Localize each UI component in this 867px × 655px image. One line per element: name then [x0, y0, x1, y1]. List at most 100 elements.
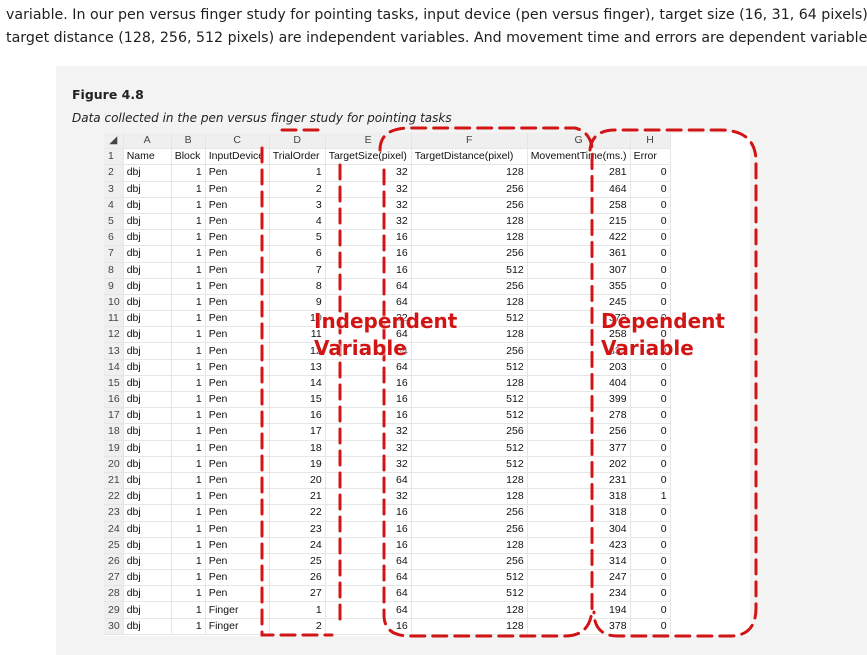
- table-row: 6 dbj 1 Pen 5 16 128 422 0: [104, 229, 671, 247]
- table-cell: 234: [527, 585, 631, 603]
- table-cell: 423: [527, 537, 631, 554]
- row-number: 6: [104, 229, 124, 247]
- row-number: 9: [104, 278, 124, 295]
- table-cell: dbj: [123, 407, 172, 425]
- column-letter: D: [269, 133, 326, 150]
- table-cell: 377: [527, 440, 631, 457]
- table-cell: 1: [171, 553, 206, 571]
- table-cell: 64: [325, 601, 412, 619]
- row-number: 25: [104, 537, 124, 554]
- table-cell: 256: [411, 423, 528, 441]
- table-cell: 27: [269, 585, 326, 603]
- header-cell: MovementTime(ms.): [527, 148, 631, 166]
- corner-cell: ◢: [104, 133, 124, 150]
- table-cell: 307: [527, 262, 631, 279]
- table-cell: 16: [325, 504, 412, 522]
- table-row: 25 dbj 1 Pen 24 16 128 423 0: [104, 537, 671, 554]
- table-cell: 1: [171, 359, 206, 376]
- table-cell: 1: [269, 164, 326, 182]
- table-row: 14 dbj 1 Pen 13 64 512 203 0: [104, 359, 671, 376]
- row-number: 3: [104, 181, 124, 198]
- table-cell: 128: [411, 213, 528, 231]
- table-cell: 256: [411, 342, 528, 360]
- table-cell: Pen: [205, 310, 270, 328]
- table-cell: 318: [527, 488, 631, 506]
- row-number: 2: [104, 164, 124, 182]
- table-cell: Pen: [205, 213, 270, 231]
- table-cell: 8: [269, 278, 326, 295]
- table-cell: Pen: [205, 278, 270, 295]
- table-cell: 0: [630, 601, 671, 619]
- table-cell: 1: [171, 569, 206, 587]
- table-cell: 1: [171, 294, 206, 312]
- table-cell: 422: [527, 229, 631, 247]
- table-cell: dbj: [123, 553, 172, 571]
- table-cell: 0: [630, 504, 671, 522]
- table-cell: 0: [630, 569, 671, 587]
- table-cell: 16: [325, 245, 412, 263]
- table-cell: 314: [527, 553, 631, 571]
- table-cell: Pen: [205, 456, 270, 473]
- table-cell: 0: [630, 359, 671, 376]
- table-cell: 26: [269, 569, 326, 587]
- table-cell: 0: [630, 391, 671, 409]
- table-cell: 21: [269, 488, 326, 506]
- table-cell: 281: [527, 164, 631, 182]
- table-cell: 512: [411, 440, 528, 457]
- row-number: 17: [104, 407, 124, 425]
- table-cell: Pen: [205, 585, 270, 603]
- table-cell: dbj: [123, 213, 172, 231]
- table-cell: 1: [171, 423, 206, 441]
- table-row: 5 dbj 1 Pen 4 32 128 215 0: [104, 213, 671, 231]
- table-cell: dbj: [123, 245, 172, 263]
- table-cell: 1: [171, 181, 206, 198]
- table-cell: 202: [527, 456, 631, 473]
- table-cell: 1: [171, 262, 206, 279]
- dependent-label-line1: Dependent: [601, 309, 725, 333]
- table-row: 28 dbj 1 Pen 27 64 512 234 0: [104, 585, 671, 603]
- table-cell: 1: [171, 504, 206, 522]
- table-cell: 512: [411, 262, 528, 279]
- row-number: 18: [104, 423, 124, 441]
- table-row: 2 dbj 1 Pen 1 32 128 281 0: [104, 164, 671, 182]
- table-cell: 16: [325, 229, 412, 247]
- table-cell: 16: [325, 391, 412, 409]
- table-row: 19 dbj 1 Pen 18 32 512 377 0: [104, 440, 671, 457]
- row-number: 19: [104, 440, 124, 457]
- table-cell: dbj: [123, 294, 172, 312]
- table-cell: dbj: [123, 342, 172, 360]
- table-cell: 128: [411, 601, 528, 619]
- table-cell: 247: [527, 569, 631, 587]
- header-cell: TrialOrder: [269, 148, 326, 166]
- body-paragraph: variable. In our pen versus finger study…: [6, 4, 867, 50]
- table-cell: 32: [325, 213, 412, 231]
- table-cell: 0: [630, 618, 671, 635]
- table-cell: 1: [171, 245, 206, 263]
- header-cell: Name: [123, 148, 172, 166]
- table-cell: Pen: [205, 423, 270, 441]
- row-number: 16: [104, 391, 124, 409]
- table-cell: 1: [171, 488, 206, 506]
- table-cell: 13: [269, 359, 326, 376]
- table-cell: dbj: [123, 164, 172, 182]
- table-cell: 512: [411, 456, 528, 473]
- table-cell: 32: [325, 488, 412, 506]
- table-cell: Pen: [205, 521, 270, 538]
- row-number: 13: [104, 342, 124, 360]
- table-cell: 17: [269, 423, 326, 441]
- table-cell: 64: [325, 278, 412, 295]
- table-row: 17 dbj 1 Pen 16 16 512 278 0: [104, 407, 671, 425]
- table-cell: 256: [411, 278, 528, 295]
- table-cell: dbj: [123, 569, 172, 587]
- table-row: 24 dbj 1 Pen 23 16 256 304 0: [104, 521, 671, 538]
- table-cell: 0: [630, 197, 671, 214]
- column-letter: A: [123, 133, 172, 150]
- table-cell: dbj: [123, 504, 172, 522]
- table-cell: 16: [269, 407, 326, 425]
- row-number: 20: [104, 456, 124, 473]
- table-cell: Pen: [205, 262, 270, 279]
- table-row: 29 dbj 1 Finger 1 64 128 194 0: [104, 601, 671, 619]
- table-cell: 1: [171, 342, 206, 360]
- table-cell: 256: [527, 423, 631, 441]
- column-letter: H: [630, 133, 671, 150]
